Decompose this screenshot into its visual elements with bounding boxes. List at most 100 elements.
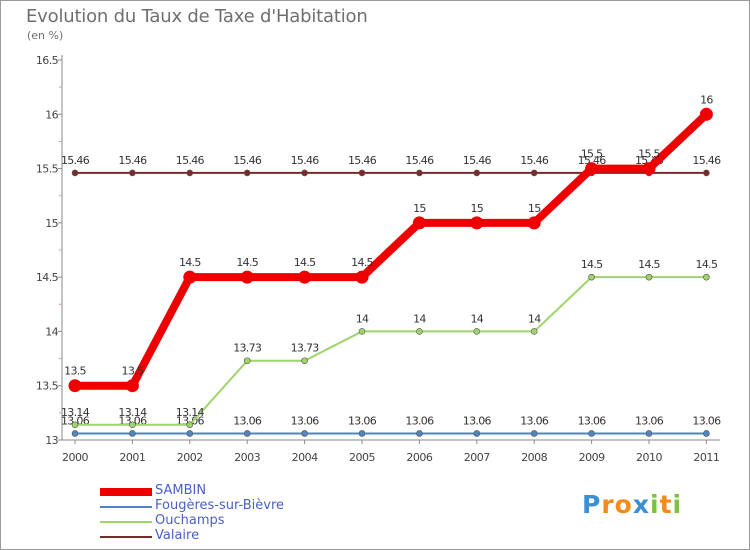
data-point-foug-res-sur-bi-vre — [129, 430, 136, 437]
data-point-sambin — [240, 270, 254, 284]
data-label-ouchamps: 14 — [413, 312, 426, 325]
data-point-sambin — [527, 216, 541, 230]
chart-subtitle: (en %) — [27, 29, 64, 42]
data-label-sambin: 14.5 — [351, 256, 373, 269]
data-point-ouchamps — [416, 328, 423, 335]
y-tick-label: 16 — [45, 108, 58, 121]
data-point-ouchamps — [588, 273, 595, 281]
data-label-ouchamps: 14 — [528, 312, 541, 325]
logo-letter: o — [614, 490, 633, 519]
data-label-valaire: 15.46 — [61, 154, 90, 167]
y-tick-label: 13.5 — [36, 380, 59, 393]
data-label-sambin: 14.5 — [236, 256, 258, 269]
data-point-sambin — [585, 162, 599, 176]
data-label-ouchamps: 13.73 — [291, 342, 320, 355]
data-point-sambin — [355, 270, 369, 284]
data-label-ouchamps: 14 — [356, 312, 369, 325]
x-tick-label: 2005 — [349, 451, 375, 464]
y-tick-label: 13 — [45, 434, 58, 447]
y-tick-label: 14 — [45, 325, 58, 338]
legend-label: SAMBIN — [155, 483, 207, 498]
data-label-foug-res-sur-bi-vre: 13.06 — [578, 414, 607, 427]
legend-swatch — [100, 506, 152, 508]
data-label-foug-res-sur-bi-vre: 13.06 — [405, 414, 434, 427]
data-point-ouchamps — [645, 273, 653, 281]
data-label-sambin: 15 — [528, 202, 541, 215]
x-tick-label: 2011 — [693, 451, 719, 464]
data-label-ouchamps: 14.5 — [696, 258, 718, 271]
data-label-valaire: 15.46 — [692, 154, 721, 167]
series-line-sambin — [75, 111, 710, 390]
logo-letter: r — [601, 490, 615, 519]
data-point-ouchamps — [243, 357, 251, 365]
data-point-sambin — [642, 162, 656, 176]
data-label-foug-res-sur-bi-vre: 13.06 — [463, 414, 492, 427]
data-point-foug-res-sur-bi-vre — [358, 430, 366, 437]
x-tick-label: 2003 — [234, 451, 260, 464]
data-point-valaire — [473, 169, 481, 177]
data-label-sambin: 13.5 — [122, 365, 144, 378]
data-point-ouchamps — [71, 421, 79, 429]
legend-label: Valaire — [155, 528, 200, 543]
data-label-sambin: 15.5 — [581, 148, 603, 161]
line-chart: 13 13.5 14 14.5 15 15.5 16 16.5 2000 2001 2002 2003… — [36, 54, 722, 464]
data-point-foug-res-sur-bi-vre — [703, 430, 710, 437]
data-point-sambin — [68, 379, 82, 393]
data-label-valaire: 15.46 — [520, 154, 549, 167]
x-tick-label: 2000 — [62, 451, 88, 464]
data-label-ouchamps: 13.73 — [233, 342, 262, 355]
data-point-foug-res-sur-bi-vre — [588, 430, 595, 437]
data-label-foug-res-sur-bi-vre: 13.06 — [692, 414, 721, 427]
series-line-ouchamps — [75, 276, 707, 426]
x-tick-label: 2006 — [406, 451, 432, 464]
data-point-valaire — [301, 169, 308, 177]
data-point-sambin — [412, 216, 426, 230]
data-point-valaire — [186, 169, 194, 177]
data-point-valaire — [416, 169, 423, 177]
data-label-sambin: 15 — [413, 202, 426, 215]
logo-letter: x — [632, 490, 650, 519]
data-point-foug-res-sur-bi-vre — [530, 430, 538, 437]
y-tick-label: 14.5 — [36, 271, 59, 284]
data-label-sambin: 14.5 — [179, 256, 201, 269]
data-point-foug-res-sur-bi-vre — [645, 430, 653, 437]
data-label-valaire: 15.46 — [405, 154, 434, 167]
data-point-foug-res-sur-bi-vre — [243, 430, 251, 437]
x-tick-label: 2009 — [579, 451, 605, 464]
data-label-ouchamps: 13.14 — [176, 406, 205, 419]
data-point-ouchamps — [358, 328, 366, 335]
data-label-foug-res-sur-bi-vre: 13.06 — [348, 414, 377, 427]
data-point-ouchamps — [530, 328, 538, 335]
data-label-valaire: 15.46 — [348, 154, 377, 167]
y-tick-label: 16.5 — [36, 54, 59, 67]
data-point-valaire — [243, 169, 251, 177]
data-label-valaire: 15.46 — [578, 154, 607, 167]
data-label-foug-res-sur-bi-vre: 13.06 — [520, 414, 549, 427]
data-point-sambin — [470, 216, 484, 230]
data-point-sambin — [699, 107, 713, 121]
data-point-valaire — [129, 169, 136, 177]
chart-title: Evolution du Taux de Taxe d'Habitation — [26, 6, 368, 27]
data-label-valaire: 15.46 — [118, 154, 147, 167]
data-point-sambin — [183, 270, 197, 284]
data-label-valaire: 15.46 — [233, 154, 262, 167]
data-point-valaire — [703, 169, 710, 177]
data-point-valaire — [71, 169, 79, 177]
x-tick-label: 2007 — [464, 451, 490, 464]
y-tick-label: 15.5 — [36, 163, 59, 176]
proxiti-logo: Proxiti — [582, 490, 682, 519]
data-point-ouchamps — [301, 357, 308, 365]
x-tick-label: 2002 — [177, 451, 203, 464]
data-point-foug-res-sur-bi-vre — [473, 430, 481, 437]
data-label-sambin: 13.5 — [64, 365, 86, 378]
x-tick-label: 2008 — [521, 451, 547, 464]
data-point-sambin — [125, 379, 139, 393]
x-tick-label: 2004 — [292, 451, 318, 464]
data-label-sambin: 15 — [470, 202, 483, 215]
data-label-foug-res-sur-bi-vre: 13.06 — [233, 414, 262, 427]
legend-swatch — [100, 536, 152, 538]
logo-letter: t — [659, 490, 673, 519]
data-point-foug-res-sur-bi-vre — [301, 430, 308, 437]
data-label-ouchamps: 14.5 — [581, 258, 603, 271]
